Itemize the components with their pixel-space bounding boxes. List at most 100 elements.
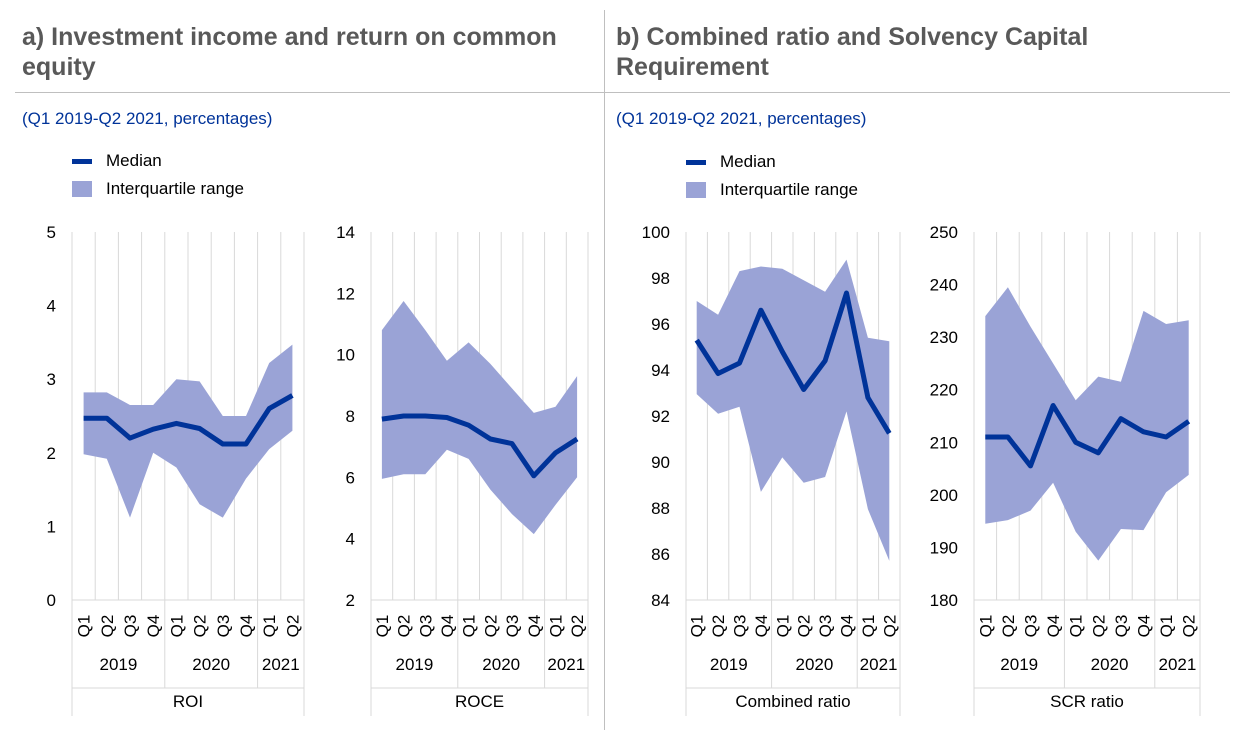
roce-xlabel: ROCE xyxy=(455,692,504,711)
roce-x-tick-label: Q1 xyxy=(373,615,392,638)
roi-x-tick-label: Q4 xyxy=(237,615,256,638)
combined-ratio-x-tick-label: Q4 xyxy=(752,615,771,638)
roce-y-tick-label: 4 xyxy=(346,530,355,549)
combined-ratio-x-tick-label: Q2 xyxy=(709,615,728,638)
median-swatch xyxy=(72,158,92,164)
roce-x-tick-label: Q2 xyxy=(568,615,587,638)
roce-y-tick-label: 8 xyxy=(346,407,355,426)
scr-ratio-x-tick-label: Q2 xyxy=(999,615,1018,638)
roi-y-tick-label: 3 xyxy=(47,370,56,389)
roce-y-tick-label: 10 xyxy=(336,346,355,365)
roce-y-tick-label: 6 xyxy=(346,468,355,487)
panel-a-title-line1: a) Investment income and return on commo… xyxy=(22,23,557,51)
roce-x-tick-label: Q2 xyxy=(481,615,500,638)
iqr-swatch xyxy=(72,181,92,197)
roi-x-tick-label: Q3 xyxy=(121,615,140,638)
roi-y-tick-label: 4 xyxy=(47,297,56,316)
roi-y-tick-label: 0 xyxy=(47,591,56,610)
roce-median-line xyxy=(381,413,579,479)
scr-ratio-y-tick-label: 250 xyxy=(930,223,958,242)
legend-panel-b: Median Interquartile range xyxy=(686,148,858,204)
scr-ratio-x-tick-label: Q4 xyxy=(1044,615,1063,638)
scr-ratio-y-tick-label: 210 xyxy=(930,433,958,452)
combined-ratio-y-tick-label: 98 xyxy=(651,269,670,288)
panel-b-title: b) Combined ratio and Solvency Capital R… xyxy=(616,22,1216,82)
scr-ratio-x-tick-label: Q1 xyxy=(1067,615,1086,638)
roce-y-tick-label: 12 xyxy=(336,284,355,303)
scr-ratio-y-tick-label: 230 xyxy=(930,328,958,347)
scr-ratio-year-label: 2021 xyxy=(1158,655,1196,674)
roi-x-tick-label: Q4 xyxy=(144,615,163,638)
combined-ratio-x-tick-label: Q3 xyxy=(816,615,835,638)
median-swatch xyxy=(686,159,706,165)
panel-b-title-line2: Requirement xyxy=(616,53,769,81)
combined-ratio-y-tick-label: 84 xyxy=(651,591,670,610)
legend-item-iqr: Interquartile range xyxy=(686,176,858,204)
roi-x-tick-label: Q1 xyxy=(167,615,186,638)
roce-year-label: 2020 xyxy=(482,655,520,674)
legend-item-median: Median xyxy=(72,147,244,175)
panel-b-subtitle: (Q1 2019-Q2 2021, percentages) xyxy=(616,109,867,128)
roi-x-tick-label: Q1 xyxy=(260,615,279,638)
roce-y-tick-label: 2 xyxy=(346,591,355,610)
roce-x-tick-label: Q4 xyxy=(525,615,544,638)
panel-divider xyxy=(604,10,605,730)
legend-item-median: Median xyxy=(686,148,858,176)
legend-item-iqr: Interquartile range xyxy=(72,175,244,203)
scr-ratio-y-tick-label: 200 xyxy=(930,486,958,505)
roi-year-label: 2020 xyxy=(192,655,230,674)
panel-b-title-line1: b) Combined ratio and Solvency Capital xyxy=(616,23,1089,51)
roi-x-tick-label: Q2 xyxy=(98,615,117,638)
combined-ratio-y-tick-label: 94 xyxy=(651,361,670,380)
combined-ratio-year-label: 2021 xyxy=(860,655,898,674)
roi-iqr-band xyxy=(83,344,293,518)
roi-x-tick-label: Q2 xyxy=(191,615,210,638)
scr-ratio-year-label: 2019 xyxy=(1000,655,1038,674)
combined-ratio-y-tick-label: 86 xyxy=(651,545,670,564)
combined-ratio-x-tick-label: Q1 xyxy=(688,615,707,638)
scr-ratio-y-tick-label: 180 xyxy=(930,591,958,610)
combined-ratio-y-tick-label: 96 xyxy=(651,315,670,334)
roce-y-tick-label: 14 xyxy=(336,223,355,242)
scr-ratio-x-tick-label: Q2 xyxy=(1180,615,1199,638)
legend-panel-a: Median Interquartile range xyxy=(72,147,244,203)
scr-ratio-y-tick-label: 240 xyxy=(930,276,958,295)
iqr-swatch xyxy=(686,182,706,198)
scr-ratio-xlabel: SCR ratio xyxy=(1050,692,1124,711)
roi-x-tick-label: Q2 xyxy=(283,615,302,638)
roce-x-tick-label: Q3 xyxy=(503,615,522,638)
combined-ratio-xlabel: Combined ratio xyxy=(735,692,850,711)
roi-y-tick-label: 1 xyxy=(47,517,56,536)
roce-x-tick-label: Q3 xyxy=(416,615,435,638)
scr-ratio-x-tick-label: Q2 xyxy=(1089,615,1108,638)
roce-x-tick-label: Q2 xyxy=(395,615,414,638)
scr-ratio-x-tick-label: Q3 xyxy=(1112,615,1131,638)
roce-x-tick-label: Q1 xyxy=(460,615,479,638)
scr-ratio-x-tick-label: Q1 xyxy=(976,615,995,638)
combined-ratio-y-tick-label: 88 xyxy=(651,499,670,518)
roi-x-tick-label: Q1 xyxy=(75,615,94,638)
scr-ratio-year-label: 2020 xyxy=(1091,655,1129,674)
combined-ratio-x-tick-label: Q4 xyxy=(838,615,857,638)
combined-ratio-y-tick-label: 90 xyxy=(651,453,670,472)
scr-ratio-x-tick-label: Q4 xyxy=(1135,615,1154,638)
combined-ratio-year-label: 2019 xyxy=(710,655,748,674)
legend-iqr-label: Interquartile range xyxy=(720,180,858,199)
legend-median-label: Median xyxy=(106,151,162,170)
panel-a-title-line2: equity xyxy=(22,53,96,81)
scr-ratio-y-tick-label: 220 xyxy=(930,381,958,400)
legend-iqr-label: Interquartile range xyxy=(106,179,244,198)
roce-year-label: 2019 xyxy=(395,655,433,674)
roi-year-label: 2021 xyxy=(262,655,300,674)
roi-xlabel: ROI xyxy=(173,692,203,711)
scr-ratio-iqr-band xyxy=(985,287,1189,561)
combined-ratio-year-label: 2020 xyxy=(795,655,833,674)
scr-ratio-median-line xyxy=(985,403,1191,469)
roce-x-tick-label: Q4 xyxy=(438,615,457,638)
combined-ratio-y-tick-label: 100 xyxy=(642,223,670,242)
roi-median-line xyxy=(83,393,294,447)
scr-ratio-x-tick-label: Q3 xyxy=(1022,615,1041,638)
combined-ratio-x-tick-label: Q1 xyxy=(859,615,878,638)
roce-iqr-band xyxy=(381,301,578,535)
